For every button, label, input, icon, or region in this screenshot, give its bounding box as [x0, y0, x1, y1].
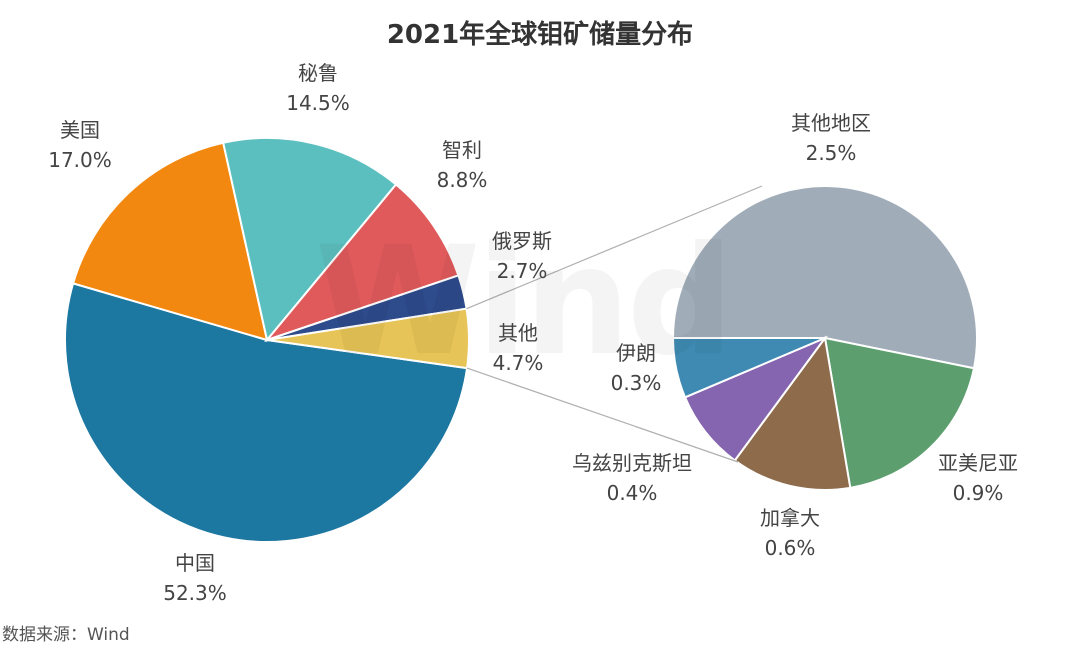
pie-slice-加拿大: [733, 335, 852, 491]
slice-label-name: 伊朗: [616, 341, 656, 365]
pie-slice-亚美尼亚: [823, 336, 976, 490]
slice-label-name: 秘鲁: [297, 61, 338, 85]
pie-slice-智利: [263, 183, 460, 343]
pie-slice-美国: [71, 141, 269, 342]
slice-label-value: 52.3%: [163, 581, 227, 605]
slice-label-name: 俄罗斯: [492, 229, 552, 253]
pie-slice-其他地区: [671, 185, 978, 370]
slice-label: 俄罗斯 2.7%: [492, 226, 552, 286]
slice-label: 智利 8.8%: [437, 135, 488, 195]
slice-label: 中国 52.3%: [163, 548, 227, 608]
slice-label: 伊朗 0.3%: [611, 338, 662, 398]
slice-label-value: 14.5%: [286, 91, 350, 115]
slice-label-name: 其他: [498, 321, 538, 345]
chart-title: 2021年全球钼矿储量分布: [386, 20, 694, 50]
slice-label-name: 智利: [442, 138, 482, 162]
slice-label-value: 2.5%: [805, 141, 857, 165]
watermark: Wind: [315, 215, 734, 389]
pie-slice-其他: [266, 307, 470, 370]
slice-label-value: 17.0%: [48, 148, 112, 172]
slice-label-value: 0.3%: [610, 371, 662, 395]
slice-label: 秘鲁 14.5%: [286, 58, 350, 118]
slice-label-name: 美国: [59, 118, 100, 142]
pie-slice-中国: [64, 282, 469, 543]
slice-label-value: 0.6%: [764, 536, 816, 560]
slice-label-value: 2.7%: [496, 259, 548, 283]
slice-label-name: 加拿大: [760, 506, 820, 530]
pie-slice-伊朗: [671, 337, 826, 399]
pie-slice-秘鲁: [222, 137, 398, 343]
connector-line: [466, 367, 739, 463]
slice-label: 其他地区 2.5%: [791, 108, 871, 168]
slice-label-name: 亚美尼亚: [938, 451, 1018, 475]
slice-label: 亚美尼亚 0.9%: [938, 448, 1018, 508]
slice-label: 美国 17.0%: [48, 115, 112, 175]
slice-label: 其他 4.7%: [493, 318, 544, 378]
slice-label-value: 0.9%: [952, 481, 1004, 505]
source-note: 数据来源：Wind: [2, 625, 130, 645]
slice-label-name: 其他地区: [791, 111, 871, 135]
slice-label-name: 中国: [174, 551, 215, 575]
slice-label-value: 8.8%: [436, 168, 488, 192]
slice-label: 加拿大 0.6%: [760, 503, 820, 563]
slice-label-value: 0.4%: [606, 481, 658, 505]
slice-label-name: 乌兹别克斯坦: [572, 451, 692, 475]
connector-line: [466, 185, 763, 310]
slice-label-value: 4.7%: [492, 351, 544, 375]
slice-label: 乌兹别克斯坦 0.4%: [572, 448, 692, 508]
